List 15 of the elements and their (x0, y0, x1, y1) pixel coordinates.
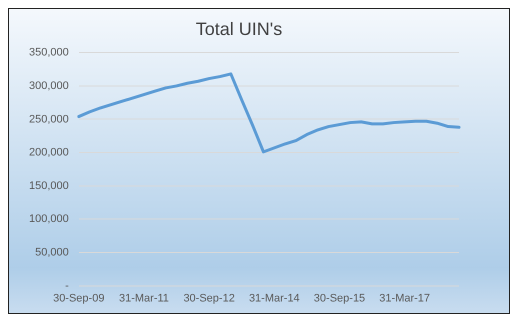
y-tick-label: 150,000 (28, 180, 69, 192)
y-tick-label: 200,000 (28, 146, 69, 159)
y-tick-label: 250,000 (28, 113, 69, 126)
chart-title: Total UIN's (196, 18, 282, 39)
x-tick-label: 30-Sep-09 (53, 292, 104, 304)
x-tick-label: 31-Mar-14 (248, 292, 300, 304)
x-tick-label: 31-Mar-11 (118, 292, 169, 304)
x-tick-label: 31-Mar-17 (379, 292, 430, 304)
y-tick-label: 350,000 (28, 46, 69, 59)
y-tick-label: - (65, 280, 70, 292)
y-tick-label: 100,000 (28, 213, 69, 226)
x-tick-label: 30-Sep-15 (314, 292, 366, 304)
x-tick-label: 30-Sep-12 (183, 292, 235, 304)
y-tick-label: 50,000 (35, 246, 69, 259)
y-tick-label: 300,000 (28, 80, 69, 92)
